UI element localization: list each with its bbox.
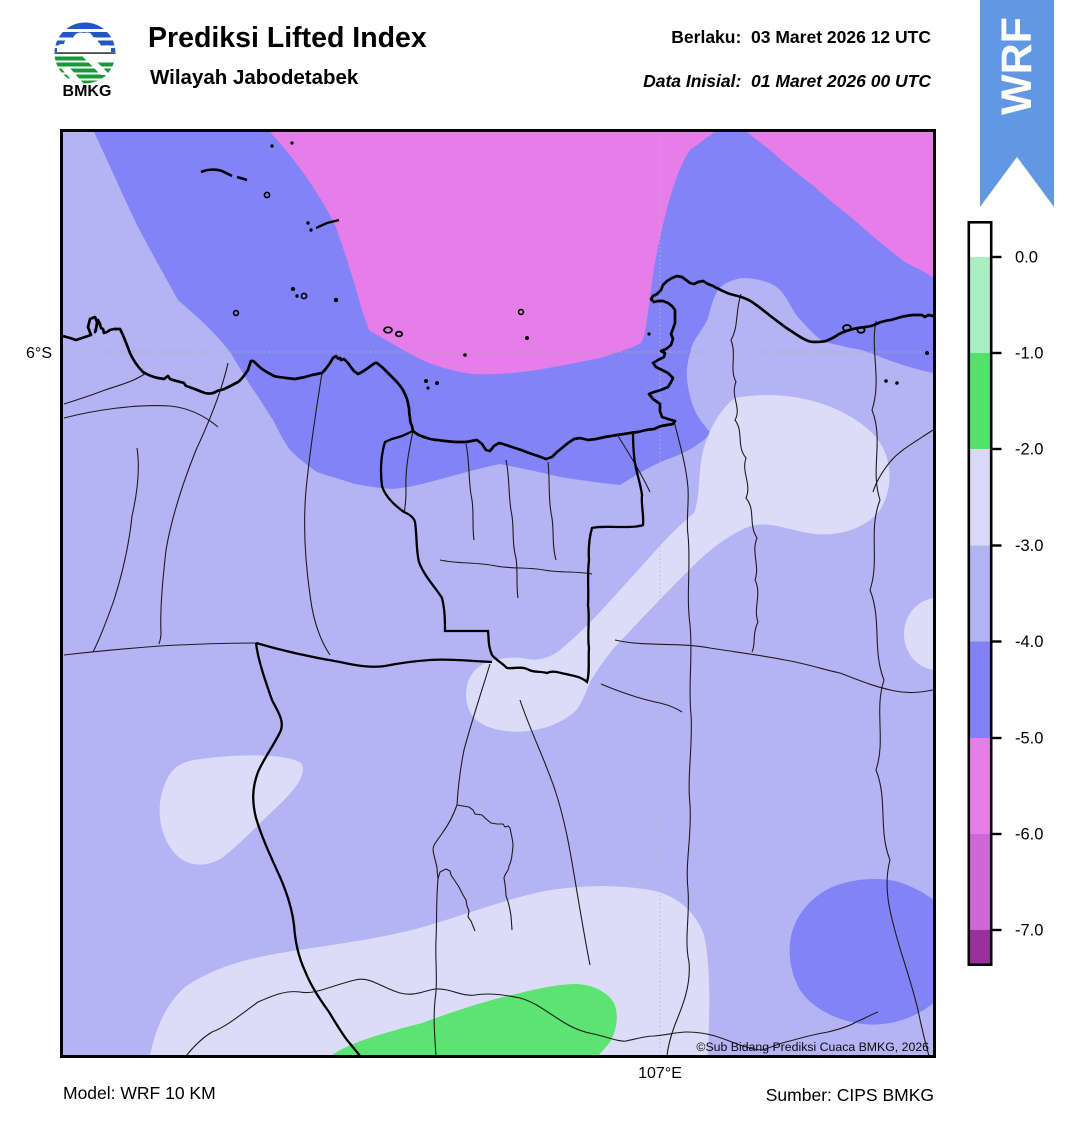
svg-text:WRF: WRF (993, 17, 1041, 115)
svg-text:6°S: 6°S (26, 345, 52, 362)
svg-text:-3.0: -3.0 (1015, 537, 1043, 555)
svg-text:Sumber: CIPS BMKG: Sumber: CIPS BMKG (766, 1085, 934, 1105)
svg-text:-1.0: -1.0 (1015, 345, 1043, 363)
svg-text:107°E: 107°E (638, 1065, 682, 1082)
svg-text:Model: WRF 10 KM: Model: WRF 10 KM (63, 1083, 216, 1103)
svg-text:-5.0: -5.0 (1015, 730, 1043, 748)
svg-text:-6.0: -6.0 (1015, 826, 1043, 844)
svg-text:©Sub Bidang Prediksi Cuaca BMK: ©Sub Bidang Prediksi Cuaca BMKG, 2026 (696, 1040, 929, 1054)
svg-text:-4.0: -4.0 (1015, 633, 1043, 651)
svg-text:-2.0: -2.0 (1015, 441, 1043, 459)
svg-text:-7.0: -7.0 (1015, 922, 1043, 940)
svg-text:0.0: 0.0 (1015, 249, 1038, 267)
